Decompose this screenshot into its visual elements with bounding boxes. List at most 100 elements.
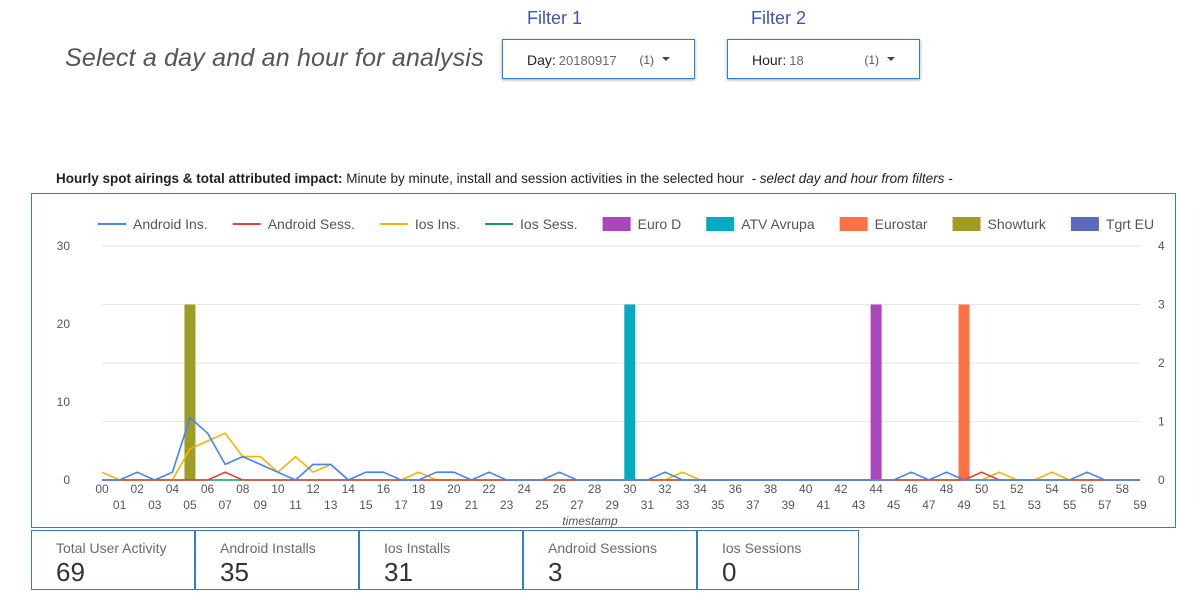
x-tick-label: 48 xyxy=(940,482,954,496)
y-right-tick-label: 3 xyxy=(1158,298,1165,312)
x-tick-label: 57 xyxy=(1098,498,1112,512)
legend-swatch xyxy=(602,217,631,231)
x-tick-label: 26 xyxy=(553,482,567,496)
kpi-value: 3 xyxy=(548,557,563,587)
legend-label: Android Ins. xyxy=(133,216,208,232)
kpi-label: Android Installs xyxy=(220,540,316,556)
x-tick-label: 08 xyxy=(236,482,250,496)
kpi-label: Ios Sessions xyxy=(722,540,802,556)
hour-filter-label: Hour: 18 xyxy=(752,52,804,68)
kpi-ios-installs: Ios Installs 31 xyxy=(359,530,523,590)
chart-caption: Hourly spot airings & total attributed i… xyxy=(56,171,953,186)
page-title: Select a day and an hour for analysis xyxy=(65,44,484,72)
kpi-value: 0 xyxy=(722,557,737,587)
x-tick-label: 40 xyxy=(799,482,813,496)
x-tick-label: 10 xyxy=(271,482,285,496)
y-right-tick-label: 0 xyxy=(1158,473,1165,487)
kpi-value: 31 xyxy=(384,557,413,587)
chart-caption-hint: - select day and hour from filters - xyxy=(751,171,953,186)
x-tick-label: 28 xyxy=(588,482,602,496)
x-tick-label: 24 xyxy=(518,482,532,496)
x-tick-label: 59 xyxy=(1133,498,1147,512)
y-right-tick-label: 2 xyxy=(1158,356,1165,370)
legend-label: ATV Avrupa xyxy=(741,216,815,232)
x-tick-label: 31 xyxy=(641,498,655,512)
x-tick-label: 05 xyxy=(183,498,197,512)
day-filter-count: (1) xyxy=(639,53,654,67)
legend-label: Euro D xyxy=(638,216,682,232)
y-left-tick-label: 10 xyxy=(57,395,71,409)
bar-showturk xyxy=(184,304,196,480)
legend-label: Tgrt EU xyxy=(1106,216,1154,232)
x-tick-label: 49 xyxy=(957,498,971,512)
x-tick-label: 51 xyxy=(993,498,1007,512)
y-right-tick-label: 4 xyxy=(1158,239,1165,253)
x-tick-label: 03 xyxy=(148,498,162,512)
filter-2-title: Filter 2 xyxy=(751,8,807,28)
line-android-ins xyxy=(102,416,1140,481)
x-tick-label: 11 xyxy=(289,498,302,512)
legend-label: Ios Ins. xyxy=(415,216,460,232)
x-tick-label: 47 xyxy=(922,498,936,512)
legend-label: Ios Sess. xyxy=(520,216,578,232)
bar-atv-avrupa xyxy=(624,304,636,480)
kpi-label: Ios Installs xyxy=(384,540,451,556)
hour-filter-dropdown[interactable]: Hour: 18 (1) xyxy=(727,39,920,79)
combo-chart: 0123401020300001020304050607080910111213… xyxy=(57,216,1165,527)
x-tick-label: 43 xyxy=(852,498,866,512)
x-tick-label: 42 xyxy=(834,482,848,496)
day-filter-label: Day: 20180917 xyxy=(527,52,617,68)
x-tick-label: 14 xyxy=(342,482,356,496)
kpi-label: Total User Activity xyxy=(56,540,167,556)
x-tick-label: 52 xyxy=(1010,482,1024,496)
x-tick-label: 37 xyxy=(746,498,760,512)
legend-swatch xyxy=(952,217,981,231)
x-tick-label: 25 xyxy=(535,498,549,512)
x-tick-label: 38 xyxy=(764,482,778,496)
day-filter-dropdown[interactable]: Day: 20180917 (1) xyxy=(502,39,695,79)
bar-eurostar xyxy=(958,304,970,480)
x-tick-label: 56 xyxy=(1081,482,1095,496)
x-tick-label: 44 xyxy=(869,482,883,496)
x-tick-label: 12 xyxy=(306,482,320,496)
x-tick-label: 30 xyxy=(623,482,637,496)
x-tick-label: 36 xyxy=(729,482,743,496)
x-tick-label: 07 xyxy=(218,498,232,512)
legend-swatch xyxy=(1070,217,1099,231)
x-tick-label: 32 xyxy=(658,482,672,496)
x-tick-label: 19 xyxy=(430,498,444,512)
legend-label: Android Sess. xyxy=(268,216,355,232)
x-tick-label: 39 xyxy=(781,498,795,512)
x-tick-label: 06 xyxy=(201,482,215,496)
filter-1-title: Filter 1 xyxy=(527,8,583,28)
kpi-value: 69 xyxy=(56,557,85,587)
x-tick-label: 22 xyxy=(482,482,496,496)
x-tick-label: 41 xyxy=(817,498,831,512)
x-tick-label: 04 xyxy=(166,482,180,496)
x-tick-label: 09 xyxy=(254,498,268,512)
kpi-android-sessions: Android Sessions 3 xyxy=(523,530,697,590)
x-tick-label: 21 xyxy=(465,498,479,512)
x-tick-label: 16 xyxy=(377,482,391,496)
chart-caption-text: Minute by minute, install and session ac… xyxy=(342,171,744,186)
kpi-ios-sessions: Ios Sessions 0 xyxy=(697,530,859,590)
y-left-tick-label: 0 xyxy=(63,473,70,487)
chart-panel: 0 1 2 3 4 0 10 20 30 00 01 02 03 04 05 06 07 08 09 10 11 12 13… xyxy=(31,193,1176,528)
y-right-tick-label: 1 xyxy=(1158,415,1165,429)
x-tick-label: 34 xyxy=(693,482,707,496)
y-left-tick-label: 20 xyxy=(57,317,71,331)
dropdown-arrow-icon xyxy=(662,57,670,61)
bar-euro-d xyxy=(870,304,882,480)
x-tick-label: 50 xyxy=(975,482,989,496)
x-tick-label: 45 xyxy=(887,498,901,512)
x-tick-label: 27 xyxy=(570,498,584,512)
legend-label: Showturk xyxy=(988,216,1047,232)
kpi-label: Android Sessions xyxy=(548,540,657,556)
x-tick-label: 33 xyxy=(676,498,690,512)
kpi-value: 35 xyxy=(220,557,249,587)
x-tick-label: 35 xyxy=(711,498,725,512)
x-tick-label: 29 xyxy=(606,498,620,512)
x-tick-label: 46 xyxy=(905,482,919,496)
x-tick-label: 02 xyxy=(131,482,145,496)
x-tick-label: 13 xyxy=(324,498,338,512)
